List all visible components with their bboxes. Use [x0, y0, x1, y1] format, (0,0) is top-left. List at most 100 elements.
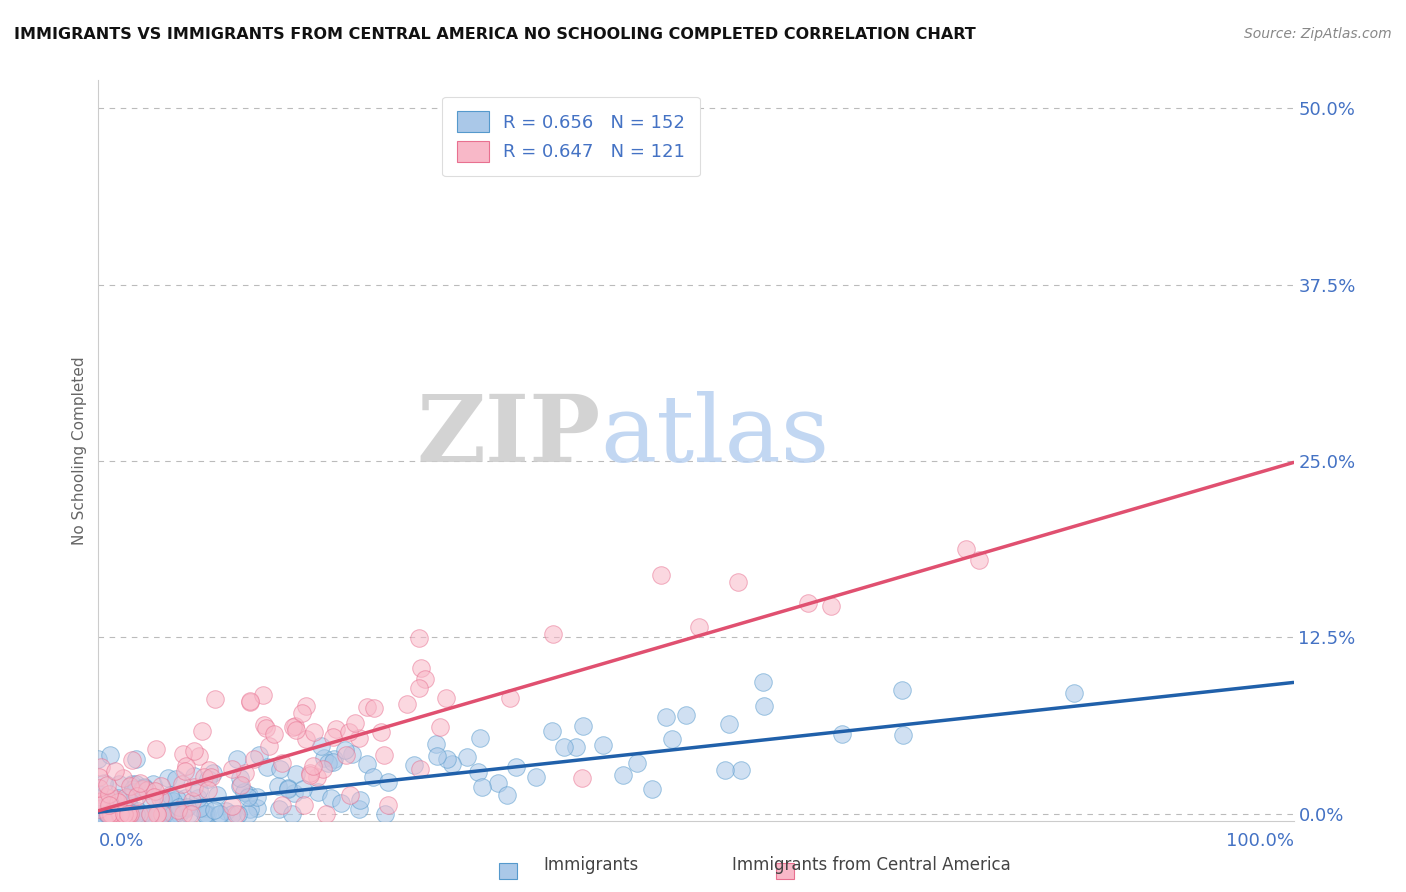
- Point: [955, 542, 977, 557]
- Point: [426, 748, 449, 763]
- Point: [246, 789, 269, 804]
- Point: [233, 785, 256, 799]
- Point: [197, 782, 219, 797]
- Point: [221, 806, 243, 821]
- Point: [204, 692, 226, 706]
- Point: [145, 784, 167, 798]
- Point: [107, 790, 129, 805]
- Point: [180, 806, 202, 821]
- Point: [153, 806, 176, 821]
- Point: [295, 731, 318, 746]
- Legend: R = 0.656   N = 152, R = 0.647   N = 121: R = 0.656 N = 152, R = 0.647 N = 121: [441, 96, 700, 177]
- Point: [180, 794, 202, 808]
- Point: [121, 782, 143, 797]
- Point: [363, 770, 385, 784]
- Point: [97, 806, 120, 821]
- Point: [93, 776, 115, 790]
- Point: [87, 788, 110, 802]
- Point: [270, 798, 292, 813]
- Point: [347, 731, 370, 746]
- Point: [404, 757, 426, 772]
- Point: [187, 749, 209, 764]
- Point: [325, 722, 347, 736]
- Point: [87, 752, 110, 766]
- Point: [277, 780, 299, 795]
- Point: [104, 806, 127, 821]
- Point: [893, 728, 915, 742]
- Point: [104, 764, 127, 778]
- Point: [96, 804, 118, 818]
- Point: [91, 806, 114, 821]
- Point: [101, 796, 124, 810]
- Point: [172, 806, 194, 821]
- Point: [592, 738, 614, 752]
- Point: [231, 778, 253, 792]
- Point: [194, 801, 217, 815]
- Point: [117, 806, 139, 821]
- Point: [145, 806, 167, 821]
- Point: [675, 707, 697, 722]
- Point: [194, 806, 217, 821]
- Point: [174, 802, 197, 816]
- Point: [225, 806, 247, 821]
- Point: [208, 806, 231, 821]
- Point: [121, 806, 143, 821]
- Point: [797, 596, 820, 610]
- Point: [271, 756, 294, 770]
- Point: [269, 762, 291, 776]
- Point: [641, 782, 664, 797]
- Point: [505, 760, 527, 774]
- Point: [373, 747, 395, 762]
- Point: [294, 699, 316, 714]
- Point: [120, 779, 142, 793]
- Point: [90, 806, 112, 821]
- Point: [612, 768, 634, 782]
- Point: [302, 724, 325, 739]
- Point: [96, 806, 118, 821]
- Point: [285, 723, 308, 738]
- Point: [339, 788, 361, 802]
- Point: [820, 599, 842, 614]
- Point: [299, 768, 322, 782]
- Point: [572, 719, 595, 733]
- Point: [170, 777, 193, 791]
- Point: [238, 694, 260, 708]
- Point: [718, 717, 741, 731]
- Point: [165, 772, 187, 786]
- Point: [125, 776, 148, 790]
- Point: [97, 796, 120, 810]
- Point: [377, 775, 399, 789]
- Point: [193, 770, 215, 784]
- Point: [284, 767, 307, 781]
- Point: [221, 762, 243, 776]
- Point: [409, 661, 432, 675]
- Point: [159, 794, 181, 808]
- Point: [727, 575, 749, 590]
- Point: [125, 751, 148, 765]
- Text: Immigrants: Immigrants: [543, 855, 638, 873]
- Point: [93, 806, 115, 821]
- Point: [267, 802, 290, 816]
- Point: [183, 744, 205, 758]
- Point: [409, 762, 432, 776]
- Point: [752, 675, 775, 690]
- Point: [239, 802, 262, 816]
- Text: Source: ZipAtlas.com: Source: ZipAtlas.com: [1244, 27, 1392, 41]
- Point: [125, 789, 148, 803]
- Point: [89, 802, 111, 816]
- Point: [374, 806, 396, 821]
- Text: 0.0%: 0.0%: [98, 831, 143, 850]
- Point: [233, 766, 256, 780]
- Point: [486, 776, 509, 790]
- Point: [143, 789, 166, 804]
- Point: [115, 806, 138, 821]
- Point: [349, 792, 371, 806]
- Point: [752, 699, 775, 714]
- Point: [129, 775, 152, 789]
- Point: [281, 720, 304, 734]
- Point: [118, 806, 141, 821]
- Point: [188, 801, 211, 815]
- Point: [322, 755, 344, 769]
- Point: [149, 779, 172, 793]
- Point: [305, 770, 328, 784]
